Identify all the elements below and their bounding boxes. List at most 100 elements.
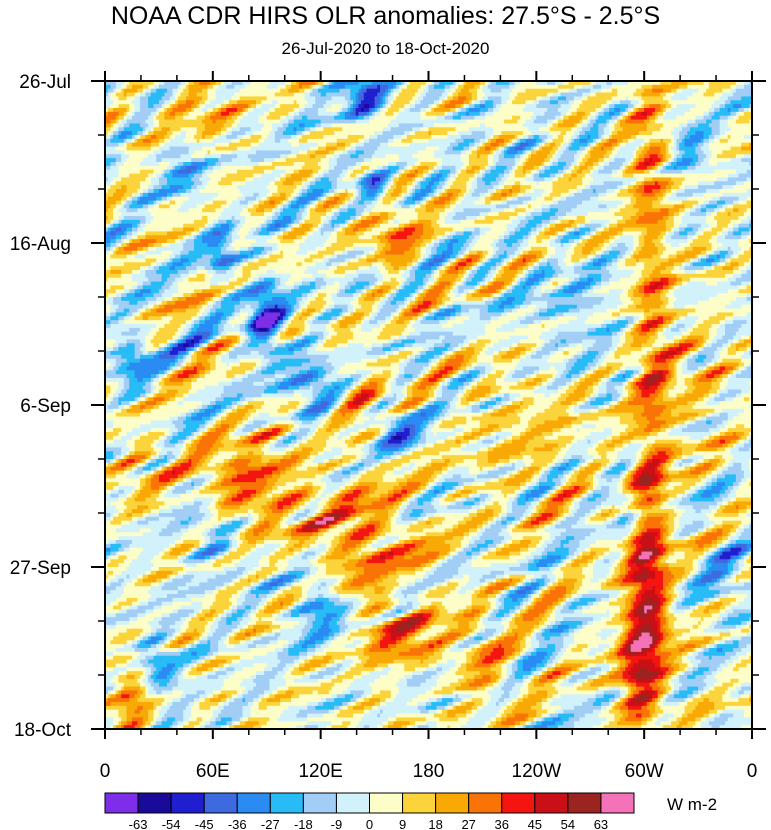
anomaly-cell	[415, 185, 421, 189]
anomaly-cell	[431, 301, 437, 305]
anomaly-cell	[404, 170, 410, 174]
anomaly-cell	[137, 301, 148, 305]
anomaly-cell	[127, 143, 133, 147]
anomaly-cell	[423, 170, 429, 174]
anomaly-cell	[350, 112, 356, 116]
anomaly-cell	[526, 293, 535, 297]
anomaly-cell	[226, 270, 235, 274]
anomaly-cell	[617, 316, 626, 320]
anomaly-cell	[205, 123, 224, 127]
anomaly-cell	[633, 301, 642, 305]
anomaly-cell	[550, 150, 556, 154]
anomaly-cell	[334, 116, 345, 120]
anomaly-cell	[148, 131, 154, 135]
anomaly-cell	[628, 96, 642, 100]
anomaly-cell	[695, 320, 704, 324]
anomaly-cell	[493, 255, 499, 259]
anomaly-cell	[259, 120, 281, 124]
anomaly-cell	[415, 274, 426, 278]
anomaly-cell	[356, 255, 362, 259]
anomaly-cell	[140, 289, 151, 293]
anomaly-cell	[132, 278, 149, 282]
anomaly-cell	[439, 278, 456, 282]
anomaly-cell	[369, 166, 378, 170]
anomaly-cell	[232, 235, 241, 239]
anomaly-cell	[296, 235, 302, 239]
anomaly-cell	[248, 204, 254, 208]
anomaly-cell	[331, 316, 337, 320]
anomaly-cell	[493, 158, 499, 162]
anomaly-cell	[156, 158, 162, 162]
anomaly-cell	[698, 123, 709, 127]
anomaly-cell	[275, 139, 281, 143]
anomaly-cell	[531, 247, 548, 251]
anomaly-cell	[367, 228, 373, 232]
anomaly-cell	[388, 212, 397, 216]
anomaly-cell	[396, 278, 405, 282]
anomaly-cell	[372, 305, 378, 309]
anomaly-cell	[162, 316, 173, 320]
anomaly-cell	[197, 332, 211, 336]
anomaly-cell	[526, 189, 535, 193]
anomaly-cell	[237, 100, 256, 104]
anomaly-cell	[304, 301, 310, 305]
anomaly-cell	[633, 316, 639, 320]
anomaly-cell	[180, 193, 218, 197]
anomaly-cell	[439, 320, 448, 324]
anomaly-cell	[579, 131, 585, 135]
anomaly-cell	[194, 228, 200, 232]
anomaly-cell	[286, 174, 292, 178]
anomaly-cell	[113, 135, 119, 139]
anomaly-cell	[407, 185, 413, 189]
anomaly-cell	[380, 216, 389, 220]
anomaly-cell	[180, 239, 186, 243]
anomaly-cell	[561, 220, 570, 224]
anomaly-cell	[687, 197, 712, 201]
anomaly-cell	[703, 320, 720, 324]
anomaly-cell	[110, 93, 116, 97]
anomaly-cell	[124, 127, 143, 131]
anomaly-cell	[253, 258, 259, 262]
anomaly-cell	[331, 309, 342, 313]
anomaly-cell	[213, 255, 222, 259]
anomaly-cell	[237, 185, 267, 189]
anomaly-cell	[251, 147, 311, 151]
anomaly-cell	[345, 116, 359, 120]
anomaly-cell	[342, 104, 348, 108]
anomaly-cell	[588, 328, 597, 332]
anomaly-cell	[127, 139, 133, 143]
anomaly-cell	[237, 135, 243, 139]
anomaly-cell	[278, 216, 284, 220]
anomaly-cell	[615, 158, 626, 162]
anomaly-cell	[507, 289, 513, 293]
anomaly-cell	[512, 197, 518, 201]
anomaly-cell	[644, 282, 650, 286]
anomaly-cell	[178, 297, 187, 301]
anomaly-cell	[334, 305, 348, 309]
anomaly-cell	[340, 320, 357, 324]
anomaly-cell	[264, 301, 289, 305]
anomaly-cell	[466, 120, 504, 124]
anomaly-cell	[154, 127, 163, 131]
anomaly-cell	[472, 258, 478, 262]
anomaly-cell	[385, 258, 413, 262]
anomaly-cell	[410, 170, 416, 174]
anomaly-cell	[429, 193, 435, 197]
anomaly-cell	[582, 170, 591, 174]
anomaly-cell	[237, 170, 265, 174]
anomaly-cell	[264, 255, 270, 259]
anomaly-cell	[318, 336, 324, 340]
anomaly-cell	[367, 177, 373, 181]
anomaly-cell	[593, 162, 599, 166]
anomaly-cell	[340, 324, 349, 328]
anomaly-cell	[124, 216, 146, 220]
anomaly-cell	[340, 208, 349, 212]
anomaly-cell	[447, 189, 461, 193]
anomaly-cell	[744, 262, 750, 266]
anomaly-cell	[118, 135, 127, 139]
anomaly-cell	[639, 208, 661, 212]
anomaly-cell	[682, 154, 699, 158]
anomaly-cell	[383, 328, 405, 332]
anomaly-cell	[234, 258, 240, 262]
anomaly-cell	[693, 193, 704, 197]
